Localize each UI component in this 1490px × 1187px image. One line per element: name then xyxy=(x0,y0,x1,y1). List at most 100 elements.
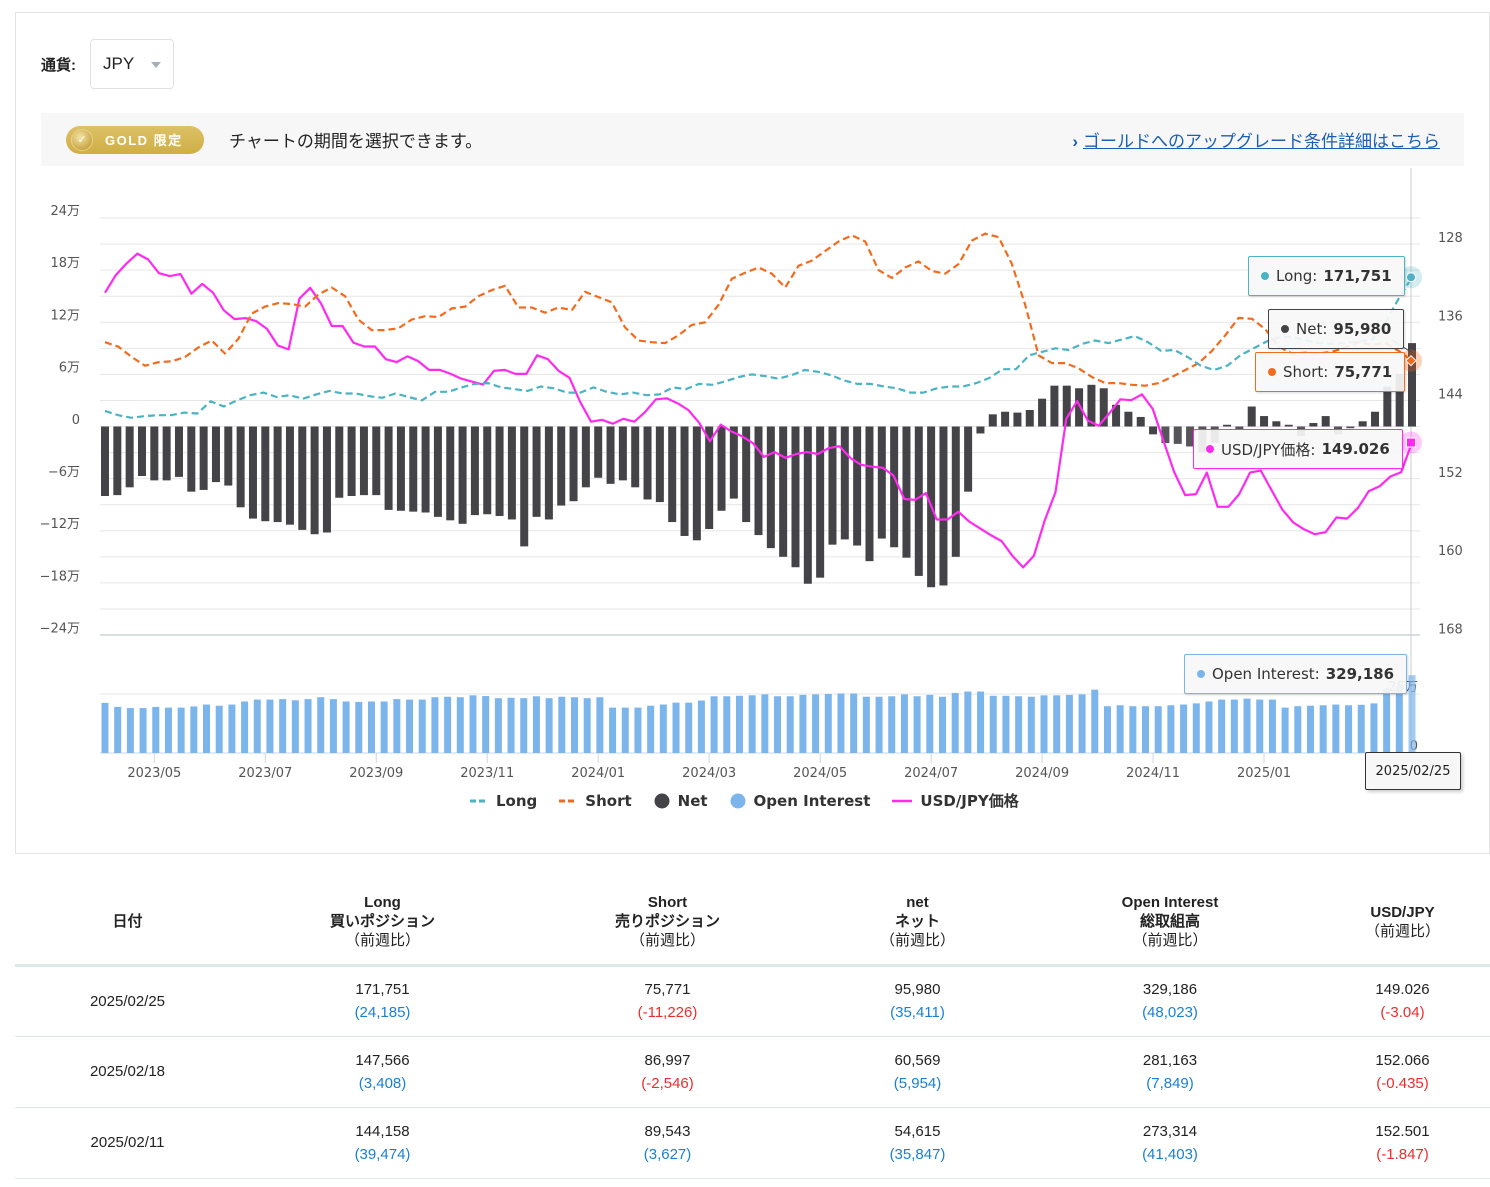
oi-bar xyxy=(431,697,439,753)
net-bar xyxy=(483,426,492,515)
net-bar xyxy=(495,426,504,516)
column-header-line3: （前週比） xyxy=(879,932,955,950)
net-bar xyxy=(618,426,627,481)
column-header-line1: USD/JPY xyxy=(1370,903,1435,921)
legend-short[interactable]: Short xyxy=(559,792,632,810)
date-cell: 2025/02/25 xyxy=(15,965,240,1037)
value-cell: 152.066 (-0.435) xyxy=(1315,1036,1490,1108)
value-cell: 171,751 (24,185) xyxy=(240,965,525,1037)
column-header-line1: Long xyxy=(364,894,401,912)
oi-bar xyxy=(571,697,579,753)
long-marker xyxy=(1406,272,1416,283)
oi-bar xyxy=(215,705,223,753)
cell-value: 144,158 xyxy=(355,1122,410,1140)
net-bar xyxy=(680,426,689,536)
x-axis-tick: 2023/05 xyxy=(127,766,181,781)
oi-bar xyxy=(723,696,731,753)
oi-bar xyxy=(850,693,858,753)
net-bar xyxy=(631,426,640,488)
oi-bar xyxy=(1142,706,1150,753)
tooltip-long-value: 171,751 xyxy=(1323,267,1392,285)
oi-bar xyxy=(355,701,363,753)
right-axis-tick: 144 xyxy=(1438,388,1463,403)
value-cell: 54,615 (35,847) xyxy=(810,1107,1025,1179)
cot-chart: 24万 18万 12万 6万 0 −6万 −12万 −18万 −24万 128 136 144 152 1… xyxy=(40,168,1463,781)
net-bar xyxy=(458,426,467,524)
cell-value: 273,314 xyxy=(1142,1122,1198,1140)
net-bar xyxy=(1321,416,1330,427)
cell-value: 329,186 xyxy=(1142,981,1198,998)
oi-bar xyxy=(1015,696,1023,753)
column-header: Open Interest 総取組高 （前週比） xyxy=(1025,880,1315,967)
net-bar xyxy=(729,426,738,499)
oi-bar xyxy=(1306,705,1314,753)
oi-bar xyxy=(1370,703,1378,753)
legend-net[interactable]: Net xyxy=(654,792,708,810)
net-bar xyxy=(877,426,886,539)
net-bar xyxy=(1383,386,1392,427)
solid-line-icon xyxy=(892,799,913,802)
upgrade-link[interactable]: › ゴールドへのアップグレード条件詳細はこちら xyxy=(1072,127,1440,152)
oi-bar xyxy=(1395,686,1403,753)
oi-bar xyxy=(1218,699,1226,753)
oi-bar xyxy=(1294,706,1302,753)
net-bar xyxy=(1223,424,1232,427)
x-axis-tick: 2025/01 xyxy=(1237,766,1291,781)
oi-bar xyxy=(1192,703,1200,753)
legend-usdjpy[interactable]: USD/JPY価格 xyxy=(892,790,1019,811)
net-bar xyxy=(187,426,196,492)
oi-bar xyxy=(177,707,185,753)
currency-select[interactable]: JPY xyxy=(90,39,174,89)
oi-bar xyxy=(1332,704,1340,753)
oi-bar xyxy=(532,696,540,753)
net-bar xyxy=(939,426,948,586)
net-bar xyxy=(1395,373,1404,427)
tooltip-oi-value: 329,186 xyxy=(1325,665,1395,683)
x-axis-tick: 2024/07 xyxy=(904,766,958,781)
usdjpy-line xyxy=(104,252,1414,569)
cell-change: (3,408) xyxy=(358,1074,407,1092)
net-bar xyxy=(594,426,603,478)
left-axis-tick: 18万 xyxy=(50,256,80,271)
legend-open-interest[interactable]: Open Interest xyxy=(730,792,870,810)
net-bar xyxy=(520,426,529,547)
tooltip-short-value: 75,771 xyxy=(1334,363,1393,381)
oi-bar xyxy=(938,696,946,753)
tooltip-net: Net: 95,980 xyxy=(1268,309,1405,349)
oi-dot-icon xyxy=(1197,670,1205,678)
legend-long[interactable]: Long xyxy=(470,792,537,810)
oi-bar xyxy=(114,706,122,753)
net-bar xyxy=(1124,411,1133,427)
dashed-line-icon xyxy=(559,799,578,802)
oi-bar xyxy=(444,696,452,753)
net-bar xyxy=(199,426,208,490)
net-bar xyxy=(248,426,257,519)
net-bar xyxy=(1038,398,1047,427)
x-axis-tick: 2023/09 xyxy=(349,766,403,781)
cot-table: 日付 Long 買いポジション （前週比） Short 売りポジション （前週比） net ネッ… xyxy=(15,880,1490,1179)
gold-banner: ✓ GOLD 限定 チャートの期間を選択できます。 › ゴールドへのアップグレード… xyxy=(41,113,1464,166)
column-header-line3: （前週比） xyxy=(1132,932,1208,950)
oi-bar xyxy=(1053,695,1061,753)
oi-bar xyxy=(888,696,896,753)
cell-change: (35,411) xyxy=(890,1004,945,1021)
oi-bar xyxy=(228,704,236,753)
oi-bar xyxy=(672,702,680,753)
value-cell: 86,997 (-2,546) xyxy=(525,1036,810,1108)
cell-value: 86,997 xyxy=(644,1051,691,1069)
column-header-line2: 売りポジション xyxy=(614,913,720,931)
net-bar xyxy=(384,426,393,510)
right-axis-tick: 168 xyxy=(1438,623,1463,638)
oi-bar xyxy=(494,698,502,753)
net-bar xyxy=(581,426,590,488)
value-cell: 147,566 (3,408) xyxy=(240,1036,525,1108)
cell-value: 147,566 xyxy=(355,1051,410,1069)
net-dot-icon xyxy=(1281,325,1289,333)
oi-bar xyxy=(1103,706,1111,753)
net-bar xyxy=(668,426,677,523)
oi-bar xyxy=(1078,694,1086,753)
oi-bar xyxy=(735,695,743,753)
net-bar xyxy=(224,426,233,486)
oi-bar xyxy=(875,696,883,753)
cell-change: (3,627) xyxy=(643,1145,692,1163)
